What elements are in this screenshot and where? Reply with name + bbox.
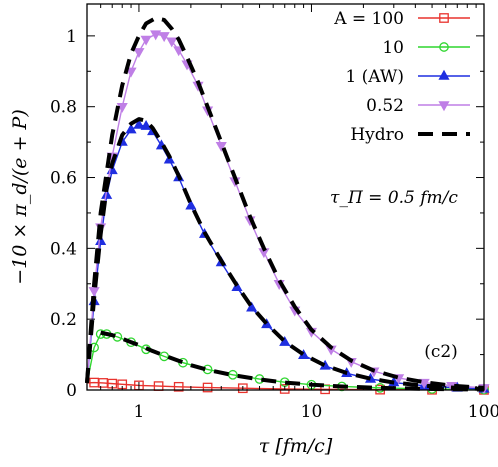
series-line-0-52 [86, 33, 485, 389]
data-point-triangle-up [185, 199, 197, 210]
plot-frame [86, 3, 485, 391]
data-point-triangle-down [125, 67, 137, 78]
annotation-tau-pi: τ_Π = 0.5 fm/c [330, 188, 458, 208]
data-point-triangle-up [246, 301, 258, 312]
data-point-triangle-up [95, 235, 107, 245]
data-point-triangle-down [88, 287, 100, 298]
x-tick-label: 1 [134, 402, 145, 422]
x-tick-label: 100 [468, 402, 498, 422]
data-point-triangle-up [438, 69, 450, 80]
data-point-square [439, 13, 449, 23]
x-axis-title: τ [fm/c] [259, 435, 333, 457]
legend-label: 0.52 [366, 96, 404, 116]
legend-label: Hydro [350, 125, 404, 145]
data-point-triangle-down [150, 30, 162, 41]
y-tick-label: 0.8 [50, 98, 77, 118]
data-point-triangle-down [166, 37, 178, 48]
series-layer [85, 16, 490, 395]
legend-label: 10 [382, 38, 404, 58]
y-tick-label: 0 [66, 381, 77, 401]
data-point-square [98, 378, 108, 388]
legend-label: A = 100 [333, 9, 404, 29]
annotation-layer: τ_Π = 0.5 fm/c (c2) [330, 188, 458, 362]
series-line-hydro [85, 16, 485, 390]
data-point-circle [439, 42, 449, 52]
data-point-triangle-down [418, 378, 430, 389]
legend-label: 1 (AW) [345, 67, 404, 87]
data-point-triangle-down [158, 32, 170, 43]
data-point-triangle-down [133, 48, 145, 59]
data-point-triangle-down [140, 35, 152, 46]
data-point-triangle-down [215, 141, 227, 152]
data-point-triangle-up [133, 118, 145, 129]
data-point-triangle-up [140, 119, 152, 130]
data-point-triangle-down [116, 102, 128, 113]
data-point-triangle-up [231, 281, 243, 292]
x-tick-label: 10 [301, 402, 323, 422]
y-axis-title: −10 × π_d/(e + P) [9, 109, 31, 285]
data-point-circle [159, 351, 169, 362]
data-point-triangle-up [125, 123, 137, 134]
data-point-square [202, 382, 213, 393]
data-point-square [173, 381, 184, 392]
series-line-hydro-extra [100, 330, 485, 392]
y-tick-label: 1 [66, 27, 77, 47]
data-point-square [237, 383, 248, 394]
data-point-square [279, 384, 290, 394]
y-tick-label: 0.4 [50, 239, 77, 259]
data-point-triangle-down [438, 101, 450, 112]
axis-layer: 0 0.2 0.4 0.6 0.8 1 1 10 100 τ [fm/c] −10 × π_d/(e… [9, 3, 498, 457]
annotation-panel-label: (c2) [424, 342, 458, 362]
legend: A = 100 10 1 (AW) 0.52 Hydro [333, 9, 470, 145]
series-line-hydro-extra [85, 117, 485, 391]
y-tick-label: 0.6 [50, 169, 77, 189]
y-tick-label: 0.2 [50, 310, 77, 330]
